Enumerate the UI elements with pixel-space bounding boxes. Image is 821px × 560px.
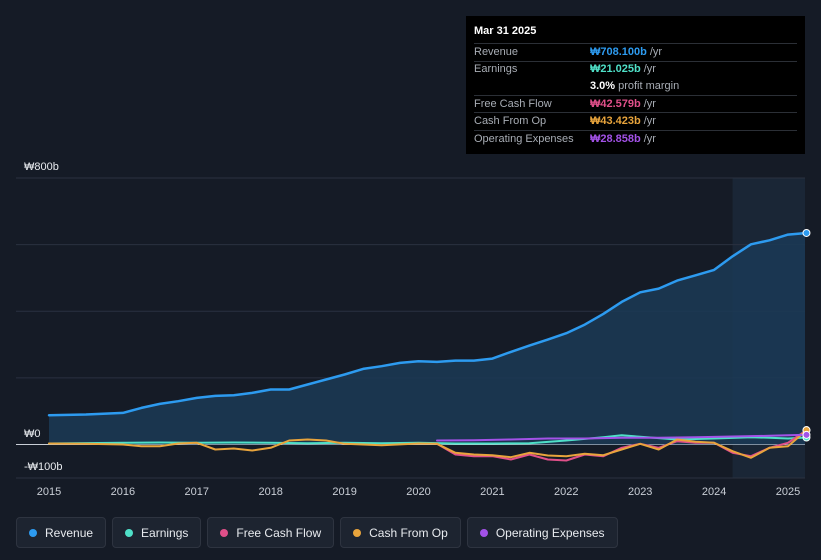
tooltip-value: 3.0% bbox=[590, 79, 616, 92]
legend-item-revenue[interactable]: Revenue bbox=[16, 517, 107, 548]
x-tick-label: 2017 bbox=[185, 486, 209, 498]
tooltip-row-opex: Operating Expenses ₩28.858b /yr bbox=[474, 129, 797, 148]
x-tick-label: 2020 bbox=[406, 486, 430, 498]
legend-item-free-cash-flow[interactable]: Free Cash Flow bbox=[207, 517, 335, 548]
legend-label: Revenue bbox=[45, 525, 94, 540]
tooltip-row-earnings: Earnings ₩21.025b /yr bbox=[474, 60, 797, 79]
earnings-line bbox=[48, 434, 808, 445]
tooltip-row-fcf: Free Cash Flow ₩42.579b /yr bbox=[474, 94, 797, 113]
revenue-line bbox=[47, 231, 808, 417]
x-tick-label: 2021 bbox=[480, 486, 504, 498]
tooltip-unit: /yr bbox=[643, 63, 656, 76]
legend-dot-icon bbox=[29, 528, 37, 537]
x-tick-label: 2015 bbox=[37, 486, 61, 498]
legend-label: Operating Expenses bbox=[495, 525, 605, 540]
tooltip-value: ₩708.100b bbox=[590, 45, 647, 58]
legend-label: Earnings bbox=[141, 525, 189, 540]
legend-dot-icon bbox=[353, 528, 362, 537]
tooltip-value: ₩42.579b bbox=[590, 97, 641, 110]
operating-expenses-line bbox=[436, 433, 808, 442]
tooltip-label: Free Cash Flow bbox=[474, 97, 552, 110]
tooltip-row-revenue: Revenue ₩708.100b /yr bbox=[474, 43, 797, 61]
legend-item-operating-expenses[interactable]: Operating Expenses bbox=[466, 517, 618, 548]
revenue-endpoint bbox=[802, 228, 811, 237]
operating-expenses-endpoint bbox=[802, 430, 811, 439]
tooltip-label: Revenue bbox=[474, 45, 519, 58]
x-tick-label: 2016 bbox=[111, 486, 135, 498]
y-tick-label: ₩0 bbox=[24, 428, 41, 440]
x-tick-label: 2024 bbox=[702, 486, 726, 498]
tooltip-unit: /yr bbox=[643, 132, 656, 145]
cash-from-op-line bbox=[48, 429, 808, 459]
tooltip-unit: profit margin bbox=[618, 79, 680, 92]
tooltip-value: ₩43.423b bbox=[590, 115, 641, 128]
x-tick-label: 2018 bbox=[258, 486, 282, 498]
legend-dot-icon bbox=[220, 528, 229, 537]
legend-label: Cash From Op bbox=[369, 525, 448, 540]
tooltip-row-margin: 3.0% profit margin bbox=[474, 78, 797, 95]
line-chart: ₩800b ₩0 -₩100b 2015 2016 2017 2018 2019 2020 202… bbox=[16, 161, 811, 498]
x-tick-label: 2025 bbox=[776, 486, 800, 498]
tooltip-value: ₩21.025b bbox=[590, 63, 641, 76]
tooltip-label: Cash From Op bbox=[474, 115, 547, 128]
x-tick-label: 2023 bbox=[628, 486, 652, 498]
legend-label: Free Cash Flow bbox=[236, 525, 322, 540]
x-tick-label: 2019 bbox=[332, 486, 356, 498]
tooltip-row-cfo: Cash From Op ₩43.423b /yr bbox=[474, 112, 797, 130]
y-tick-label: ₩800b bbox=[24, 161, 59, 173]
tooltip-date: Mar 31 2025 bbox=[474, 25, 537, 37]
y-tick-label: -₩100b bbox=[24, 461, 63, 473]
legend-dot-icon bbox=[479, 528, 488, 537]
legend: Revenue Earnings Free Cash Flow Cash Fro… bbox=[16, 517, 618, 548]
tooltip: Mar 31 2025 Revenue ₩708.100b /yr Earnin… bbox=[466, 16, 805, 154]
tooltip-label: Operating Expenses bbox=[474, 132, 574, 145]
tooltip-unit: /yr bbox=[643, 115, 656, 128]
x-tick-label: 2022 bbox=[554, 486, 578, 498]
revenue-area bbox=[49, 233, 807, 445]
legend-item-cash-from-op[interactable]: Cash From Op bbox=[340, 517, 461, 548]
tooltip-value: ₩28.858b bbox=[590, 132, 641, 145]
legend-item-earnings[interactable]: Earnings bbox=[112, 517, 202, 548]
legend-dot-icon bbox=[125, 528, 134, 537]
tooltip-unit: /yr bbox=[643, 97, 656, 110]
tooltip-label: Earnings bbox=[474, 63, 518, 76]
tooltip-unit: /yr bbox=[649, 45, 663, 58]
